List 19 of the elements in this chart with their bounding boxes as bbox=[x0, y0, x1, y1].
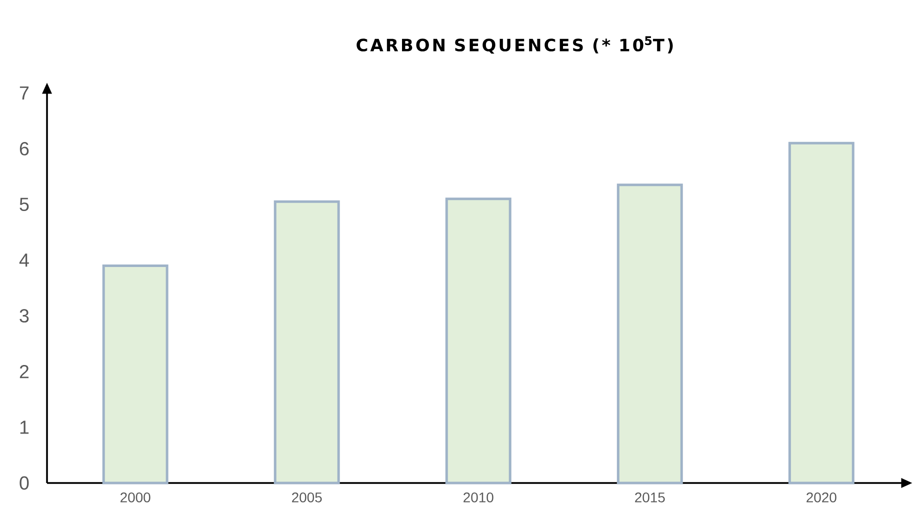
bar bbox=[274, 200, 340, 484]
y-tick-label: 3 bbox=[20, 309, 29, 323]
y-tick-label: 1 bbox=[20, 420, 29, 434]
x-tick-label: 2005 bbox=[292, 492, 322, 502]
x-tick-label: 2015 bbox=[635, 492, 665, 502]
bar bbox=[445, 198, 512, 484]
bar bbox=[102, 264, 168, 484]
y-tick-label: 4 bbox=[19, 254, 29, 267]
y-tick-label: 0 bbox=[20, 476, 29, 490]
y-tick-label: 5 bbox=[20, 198, 29, 212]
bar bbox=[788, 142, 854, 484]
y-tick-label: 7 bbox=[20, 86, 29, 100]
chart-title: CARBON SEQUENCES (* 10$^{5}$T) bbox=[356, 36, 673, 54]
x-tick-label: 2010 bbox=[464, 492, 494, 502]
y-tick-label: 6 bbox=[20, 142, 29, 156]
x-tick-label: 2000 bbox=[120, 492, 150, 502]
bar bbox=[616, 184, 683, 484]
x-tick-label: 2020 bbox=[806, 492, 836, 502]
y-tick-label: 2 bbox=[20, 364, 29, 378]
